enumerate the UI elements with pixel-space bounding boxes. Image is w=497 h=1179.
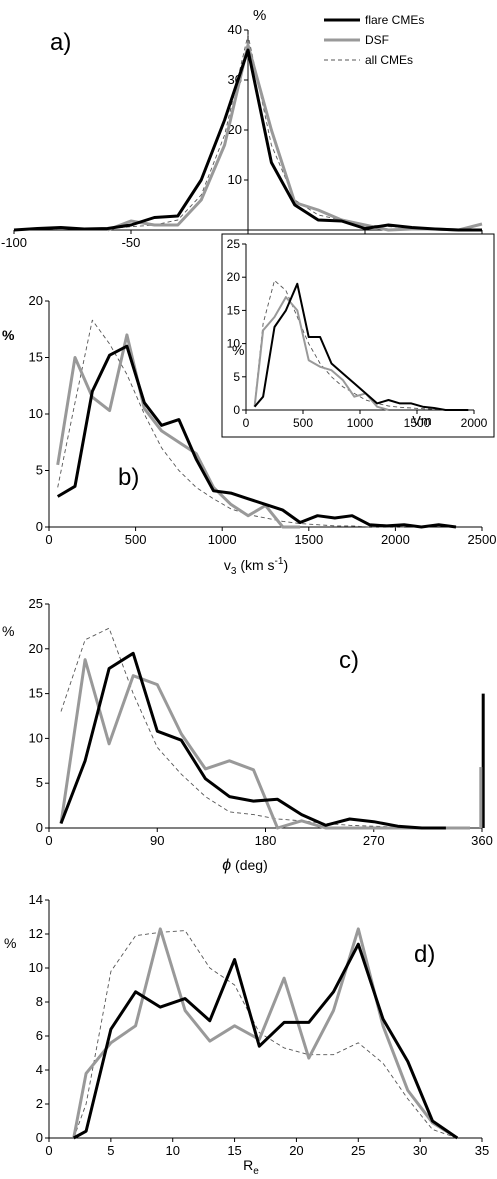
x-tick-label: -100 xyxy=(1,235,27,250)
y-tick-label: 15 xyxy=(29,350,43,365)
x-axis-label-part: 3 xyxy=(231,566,237,577)
x-axis-label: ϕ (deg) xyxy=(222,857,267,874)
x-axis-label-part: (km s xyxy=(236,557,274,573)
x-tick-label: 35 xyxy=(475,1143,489,1158)
y-axis-label: % xyxy=(2,623,14,639)
x-axis-label-part: v xyxy=(224,557,231,573)
x-tick-label: 10 xyxy=(165,1143,179,1158)
y-tick-label: 0 xyxy=(233,403,240,417)
y-tick-label: 20 xyxy=(29,293,43,308)
series-line-black xyxy=(72,942,459,1140)
x-axis-label-part: R xyxy=(243,1157,253,1173)
series-line-black xyxy=(56,344,457,529)
x-tick-label: 30 xyxy=(413,1143,427,1158)
y-axis-label: % xyxy=(232,342,244,358)
panel-label: a) xyxy=(50,29,71,56)
x-tick-label: 180 xyxy=(255,833,277,848)
y-tick-label: 10 xyxy=(29,406,43,421)
x-tick-label: 360 xyxy=(471,833,493,848)
y-tick-label: 0 xyxy=(36,1130,43,1145)
x-tick-label: 25 xyxy=(351,1143,365,1158)
x-tick-label: 0 xyxy=(243,416,250,430)
x-tick-label: 0 xyxy=(45,833,52,848)
x-tick-label: 270 xyxy=(363,833,385,848)
series-line-gray xyxy=(59,658,470,830)
x-tick-label: 500 xyxy=(293,416,313,430)
panel-d: 0 2 4 6 8 10 12 14 0 5 10 15 20 25 30 35% Re d) xyxy=(4,892,489,1177)
y-tick-label: 20 xyxy=(29,641,43,656)
series-line-black xyxy=(253,282,469,411)
panel-label: c) xyxy=(339,647,359,674)
x-tick-label: 500 xyxy=(125,532,147,547)
x-tick-label: -50 xyxy=(122,235,141,250)
x-tick-label: 90 xyxy=(150,833,164,848)
x-tick-label: 1500 xyxy=(404,416,431,430)
y-tick-label: 14 xyxy=(29,892,43,907)
panel-label: b) xyxy=(118,464,139,491)
x-axis-label-part: e xyxy=(253,1166,259,1177)
y-axis-label: % xyxy=(2,327,15,343)
y-tick-label: 6 xyxy=(36,1028,43,1043)
x-axis-label-part: ϕ xyxy=(222,857,231,874)
x-tick-label: 5 xyxy=(107,1143,114,1158)
panel-label: d) xyxy=(414,941,435,968)
x-tick-label: 1000 xyxy=(208,532,237,547)
x-tick-label: 1500 xyxy=(294,532,323,547)
y-tick-label: 5 xyxy=(36,463,43,478)
y-tick-label: 40 xyxy=(228,22,242,37)
x-tick-label: 0 xyxy=(45,532,52,547)
series-line-dashed xyxy=(254,280,469,411)
x-tick-label: 20 xyxy=(289,1143,303,1158)
series-line-dashed xyxy=(60,627,446,829)
series-line-black xyxy=(59,651,446,830)
y-tick-label: 15 xyxy=(29,686,43,701)
y-tick-label: 5 xyxy=(233,370,240,384)
x-tick-label: 15 xyxy=(227,1143,241,1158)
x-tick-label: 1000 xyxy=(347,416,374,430)
y-tick-label: 20 xyxy=(228,122,242,137)
x-tick-label: 2000 xyxy=(461,416,488,430)
x-axis-label-part: (deg) xyxy=(231,857,268,873)
x-axis-label-part: ) xyxy=(283,557,288,573)
legend-label: all CMEs xyxy=(365,53,413,67)
y-tick-label: 0 xyxy=(36,519,43,534)
x-axis-label: v3 (km s-1) xyxy=(224,556,288,577)
y-axis-label: % xyxy=(4,935,16,951)
x-axis-label: Re xyxy=(243,1157,259,1177)
panel-c: 0 5 10 15 20 25 0 90 180 270 360% ϕ (deg) c) xyxy=(2,596,493,874)
y-tick-label: 25 xyxy=(29,596,43,611)
y-tick-label: 15 xyxy=(227,303,241,317)
legend-a: flare CMEs DSF all CMEs xyxy=(324,13,424,67)
y-tick-label: 25 xyxy=(227,237,241,251)
y-tick-label: 10 xyxy=(227,337,241,351)
series-line-dashed xyxy=(57,319,405,528)
x-axis-label-part: -1 xyxy=(275,556,284,567)
series-line-dashed xyxy=(73,930,458,1139)
x-axis-label-part: Vm xyxy=(412,413,432,428)
y-tick-label: 0 xyxy=(36,820,43,835)
x-tick-label: 2000 xyxy=(381,532,410,547)
y-tick-label: 8 xyxy=(36,994,43,1009)
y-tick-label: 12 xyxy=(29,926,43,941)
series-line-gray xyxy=(72,927,459,1140)
series-line-black xyxy=(13,48,482,232)
inset-plot: 0 5 10 15 20 25 0 500 1000 1500 2000% Vm xyxy=(227,237,488,430)
y-tick-label: 2 xyxy=(36,1096,43,1111)
inset-frame xyxy=(221,233,495,438)
x-tick-label: 2500 xyxy=(468,532,497,547)
y-tick-label: 10 xyxy=(29,960,43,975)
x-axis-label: Vm xyxy=(412,413,432,428)
x-tick-label: 0 xyxy=(45,1143,52,1158)
y-tick-label: 5 xyxy=(36,775,43,790)
y-tick-label: 4 xyxy=(36,1062,43,1077)
y-tick-label: 10 xyxy=(29,730,43,745)
y-axis-label: % xyxy=(253,7,266,24)
y-tick-label: 20 xyxy=(227,270,241,284)
legend-label: DSF xyxy=(365,33,389,47)
legend-label: flare CMEs xyxy=(365,13,424,27)
y-tick-label: 10 xyxy=(228,172,242,187)
series-line-gray xyxy=(56,333,301,529)
